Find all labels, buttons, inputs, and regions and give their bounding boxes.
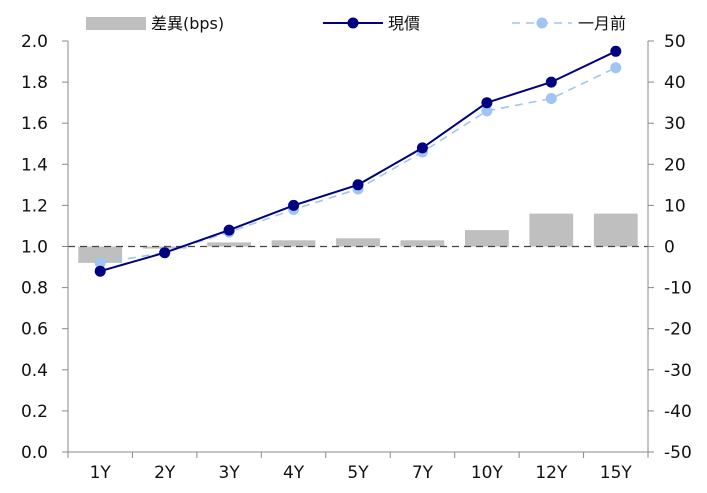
current-point-5Y (352, 179, 364, 191)
x-tick-label: 15Y (600, 463, 633, 483)
right-tick-label: 40 (664, 73, 686, 93)
right-tick-label: 10 (664, 196, 686, 216)
legend-current-label: 現價 (388, 14, 420, 33)
legend-prev-label: 一月前 (578, 14, 626, 33)
current-point-1Y (94, 265, 106, 277)
bar-15Y (593, 213, 638, 247)
x-tick-label: 5Y (347, 463, 369, 483)
left-tick-label: 0.8 (21, 279, 48, 299)
current-point-3Y (223, 224, 235, 236)
x-tick-label: 10Y (471, 463, 504, 483)
right-tick-label: -30 (664, 361, 692, 381)
legend-prev-marker (536, 17, 548, 29)
legend-current-marker (347, 17, 359, 29)
prev-month-point-1Y (94, 257, 106, 269)
left-tick-label: 1.2 (21, 196, 48, 216)
right-tick-label: 50 (664, 32, 686, 52)
axes (62, 40, 654, 458)
bar-1Y (78, 246, 123, 263)
left-tick-label: 2.0 (21, 32, 48, 52)
bar-3Y (207, 242, 251, 247)
current-point-12Y (545, 76, 557, 88)
tick-labels: 0.0 0.2 0.4 0.6 0.8 1.0 1.2 1.4 1.6 1.8 2.0 -50 -40 -… (21, 32, 692, 483)
bar-10Y (465, 230, 509, 247)
left-tick-label: 0.0 (21, 443, 48, 463)
left-tick-label: 0.4 (21, 361, 48, 381)
current-point-2Y (159, 247, 171, 259)
left-tick-label: 1.0 (21, 238, 48, 258)
legend-bar-label: 差異(bps) (151, 14, 224, 33)
current-point-10Y (481, 97, 493, 109)
legend-item-bar: 差異(bps) (86, 14, 224, 33)
bar-4Y (271, 240, 316, 247)
legend: 差異(bps) 現價 一月前 (86, 14, 626, 33)
right-tick-label: -40 (664, 402, 692, 422)
x-tick-label: 12Y (535, 463, 568, 483)
current-point-4Y (288, 199, 300, 211)
bar-series (78, 213, 638, 263)
legend-bar-swatch (86, 17, 146, 30)
x-tick-label: 1Y (90, 463, 112, 483)
line-series (94, 45, 622, 277)
right-tick-label: 30 (664, 114, 686, 134)
x-tick-label: 3Y (219, 463, 241, 483)
left-tick-label: 1.4 (21, 155, 48, 175)
right-tick-label: -20 (664, 320, 692, 340)
left-tick-label: 0.2 (21, 402, 48, 422)
left-tick-label: 1.8 (21, 73, 48, 93)
x-tick-label: 2Y (154, 463, 176, 483)
legend-item-current: 現價 (323, 14, 420, 33)
bar-12Y (529, 213, 574, 247)
prev-month-point-10Y (481, 105, 493, 117)
current-point-15Y (610, 45, 622, 57)
right-tick-label: -10 (664, 279, 692, 299)
current-point-7Y (416, 142, 428, 154)
prev-month-point-12Y (545, 93, 557, 104)
right-tick-label: 0 (664, 238, 675, 258)
bar-5Y (336, 238, 380, 247)
prev-month-point-15Y (610, 62, 622, 74)
left-tick-label: 1.6 (21, 114, 48, 134)
bar-7Y (400, 240, 445, 247)
right-tick-label: 20 (664, 155, 686, 175)
x-tick-label: 4Y (283, 463, 305, 483)
left-tick-label: 0.6 (21, 320, 48, 340)
x-tick-label: 7Y (412, 463, 434, 483)
right-tick-label: -50 (664, 443, 692, 463)
legend-item-prev: 一月前 (512, 14, 626, 33)
